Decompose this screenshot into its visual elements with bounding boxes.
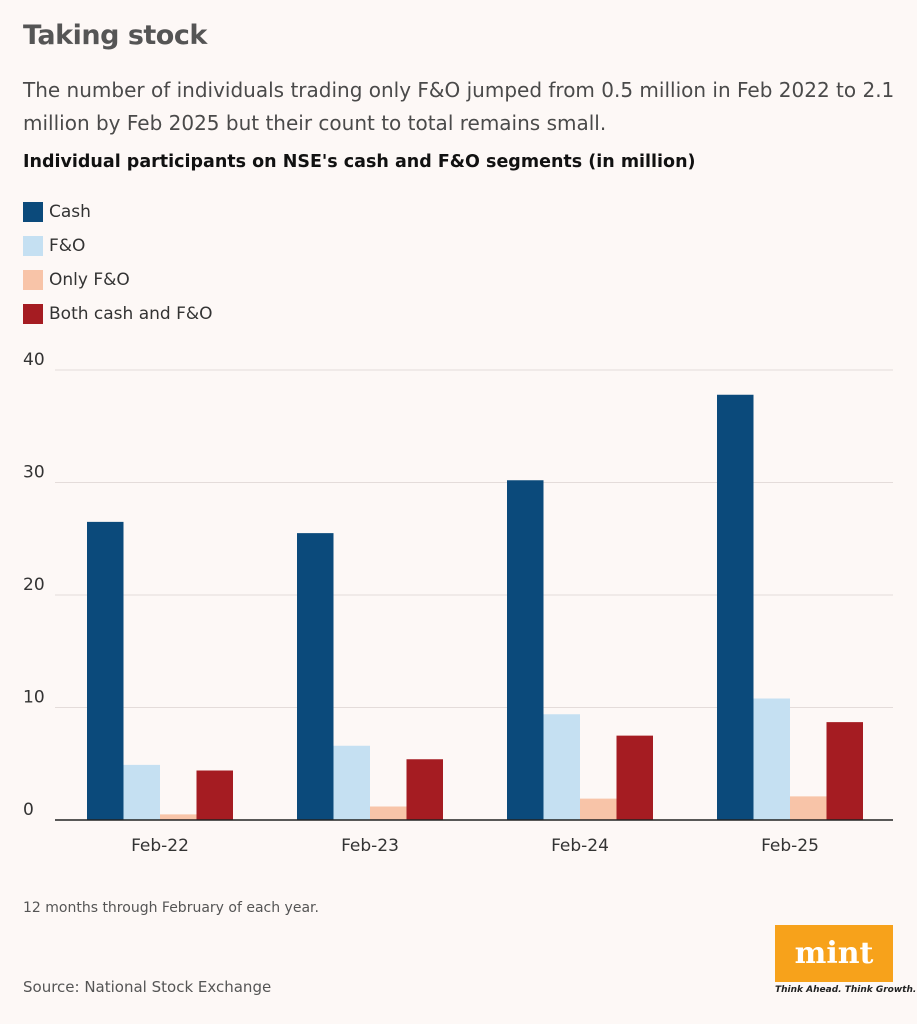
x-axis-ticks: Feb-22 Feb-23 Feb-24 Feb-25 <box>131 836 819 856</box>
source-note: Source: National Stock Exchange <box>23 978 272 996</box>
y-tick-label: 20 <box>23 575 45 595</box>
bar-only-f-o-feb-23 <box>370 806 407 820</box>
legend-swatch-both <box>23 304 43 324</box>
bar-cash-feb-22 <box>87 521 124 820</box>
footnote: 12 months through February of each year. <box>23 900 319 916</box>
logo-tagline: Think Ahead. Think Growth. <box>775 985 917 995</box>
y-tick-label: 10 <box>23 688 45 708</box>
bars <box>87 394 863 820</box>
bar-chart: 0 10 20 30 40 Feb-22 Feb-23 Feb-24 Feb-25 <box>23 350 893 856</box>
gridlines <box>55 369 893 708</box>
legend-label-fo: F&O <box>49 236 86 256</box>
bar-f-o-feb-23 <box>333 745 370 820</box>
x-tick-label: Feb-25 <box>761 836 819 856</box>
chart-subtitle: The number of individuals trading only F… <box>23 78 895 135</box>
legend-item-both: Both cash and F&O <box>23 297 213 331</box>
legend-item-fo: F&O <box>23 229 213 263</box>
mint-logo: mint <box>775 925 893 982</box>
bar-f-o-feb-22 <box>123 764 160 820</box>
legend-swatch-only-fo <box>23 270 43 290</box>
bar-cash-feb-24 <box>507 480 544 820</box>
bar-f-o-feb-24 <box>543 714 580 820</box>
bar-both-cash-and-f-o-feb-22 <box>196 770 233 820</box>
bar-only-f-o-feb-25 <box>790 796 827 820</box>
legend-label-cash: Cash <box>49 202 91 222</box>
bar-f-o-feb-25 <box>753 698 790 820</box>
legend-item-only-fo: Only F&O <box>23 263 213 297</box>
logo-wordmark: mint <box>794 936 874 971</box>
legend-item-cash: Cash <box>23 195 213 229</box>
y-tick-label: 30 <box>23 463 45 483</box>
legend-label-only-fo: Only F&O <box>49 270 130 290</box>
bar-both-cash-and-f-o-feb-23 <box>406 759 443 820</box>
bar-only-f-o-feb-22 <box>160 814 197 820</box>
bar-both-cash-and-f-o-feb-25 <box>826 722 863 820</box>
y-axis-ticks: 0 10 20 30 40 <box>23 350 45 820</box>
bar-both-cash-and-f-o-feb-24 <box>616 735 653 820</box>
chart-heading: Individual participants on NSE's cash an… <box>23 152 696 172</box>
x-tick-label: Feb-23 <box>341 836 399 856</box>
x-tick-label: Feb-22 <box>131 836 189 856</box>
y-tick-label: 0 <box>23 800 34 820</box>
legend-swatch-cash <box>23 202 43 222</box>
chart-title: Taking stock <box>23 20 207 51</box>
legend-label-both: Both cash and F&O <box>49 304 213 324</box>
legend-swatch-fo <box>23 236 43 256</box>
y-tick-label: 40 <box>23 350 45 370</box>
legend: Cash F&O Only F&O Both cash and F&O <box>23 195 213 331</box>
bar-cash-feb-23 <box>297 533 334 820</box>
bar-only-f-o-feb-24 <box>580 798 617 820</box>
x-tick-label: Feb-24 <box>551 836 609 856</box>
bar-cash-feb-25 <box>717 394 754 820</box>
